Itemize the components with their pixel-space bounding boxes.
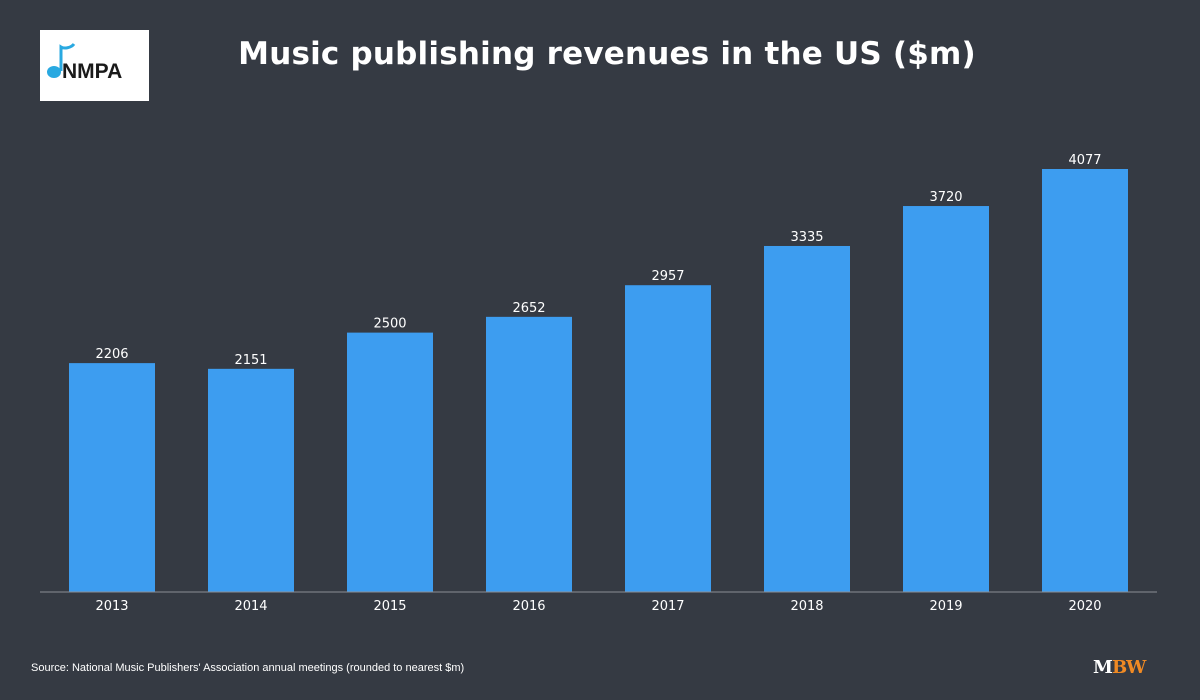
bar-2013 [69,363,155,592]
value-label-2018: 3335 [790,230,823,245]
tick-label-2013: 2013 [95,599,128,614]
logo-text: NMPA [62,60,122,83]
tick-label-2016: 2016 [512,599,545,614]
bars-group [69,169,1128,592]
mbw-logo-m: M [1093,657,1113,678]
value-label-2015: 2500 [373,317,406,332]
value-labels-group: 2206 2151 2500 2652 2957 3335 3720 4077 [95,153,1101,368]
value-label-2016: 2652 [512,301,545,316]
value-label-2019: 3720 [929,190,962,205]
tick-label-2019: 2019 [929,599,962,614]
bar-2015 [347,332,433,592]
tick-label-2018: 2018 [790,599,823,614]
tick-labels-group: 2013 2014 2015 2016 2017 2018 2019 2020 [95,599,1101,614]
value-label-2017: 2957 [651,269,684,284]
tick-label-2017: 2017 [651,599,684,614]
mbw-logo: MBW [1093,657,1146,678]
value-label-2014: 2151 [234,353,267,368]
nmpa-logo: NMPA [40,30,149,101]
bar-2017 [625,285,711,592]
tick-label-2014: 2014 [234,599,267,614]
bar-2016 [486,316,572,592]
value-label-2020: 4077 [1068,153,1101,168]
bar-2019 [903,206,989,592]
music-note-icon [47,42,76,78]
source-note: Source: National Music Publishers' Assoc… [31,662,465,674]
bar-2020 [1042,169,1128,592]
mbw-logo-bw: BW [1111,657,1146,678]
chart-title: Music publishing revenues in the US ($m) [238,36,976,72]
tick-label-2020: 2020 [1068,599,1101,614]
bar-2014 [208,368,294,592]
value-label-2013: 2206 [95,347,128,362]
tick-label-2015: 2015 [373,599,406,614]
bar-2018 [764,245,850,592]
